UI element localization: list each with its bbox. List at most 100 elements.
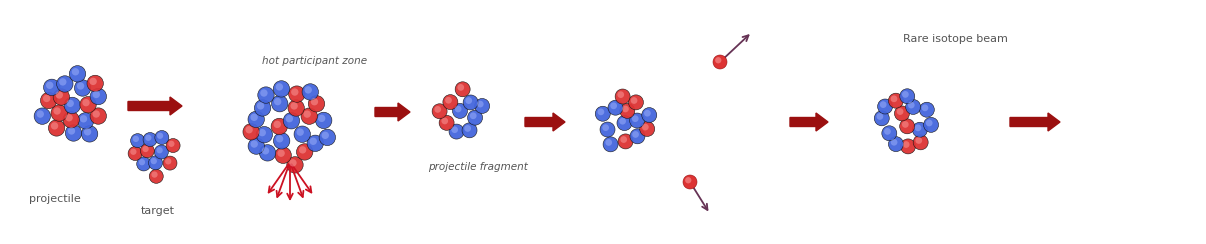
- Circle shape: [288, 86, 305, 102]
- Circle shape: [882, 126, 897, 141]
- Circle shape: [891, 95, 897, 102]
- Circle shape: [148, 156, 163, 170]
- Circle shape: [163, 156, 177, 170]
- Circle shape: [895, 106, 909, 121]
- Circle shape: [631, 97, 638, 104]
- Text: hot participant zone: hot participant zone: [262, 56, 367, 66]
- Circle shape: [63, 112, 80, 128]
- Circle shape: [310, 138, 317, 145]
- Circle shape: [277, 150, 285, 157]
- Circle shape: [274, 98, 281, 105]
- Circle shape: [908, 102, 914, 108]
- Circle shape: [644, 110, 651, 117]
- Circle shape: [93, 91, 100, 98]
- Circle shape: [884, 128, 891, 135]
- Circle shape: [274, 81, 289, 97]
- Circle shape: [77, 82, 84, 90]
- Circle shape: [251, 114, 258, 121]
- Circle shape: [602, 124, 609, 131]
- Circle shape: [140, 144, 154, 158]
- Circle shape: [297, 128, 304, 136]
- Circle shape: [900, 89, 915, 104]
- FancyArrow shape: [525, 113, 564, 131]
- Circle shape: [90, 108, 106, 124]
- Circle shape: [903, 141, 909, 148]
- Circle shape: [441, 118, 449, 124]
- Circle shape: [434, 106, 441, 113]
- Circle shape: [601, 122, 615, 137]
- Circle shape: [251, 140, 258, 148]
- Circle shape: [46, 81, 53, 89]
- Circle shape: [34, 108, 51, 124]
- Circle shape: [915, 137, 923, 144]
- Text: projectile: projectile: [29, 194, 81, 204]
- Circle shape: [53, 89, 70, 105]
- Circle shape: [608, 100, 624, 115]
- Circle shape: [90, 88, 106, 105]
- Text: Rare isotope beam: Rare isotope beam: [902, 34, 1007, 44]
- Circle shape: [906, 100, 920, 114]
- Circle shape: [262, 147, 269, 154]
- Circle shape: [145, 135, 152, 141]
- Circle shape: [144, 132, 157, 147]
- Circle shape: [617, 91, 625, 98]
- Circle shape: [921, 104, 929, 111]
- Circle shape: [457, 84, 464, 91]
- Circle shape: [69, 66, 86, 82]
- Circle shape: [43, 95, 51, 102]
- Circle shape: [274, 133, 289, 149]
- Circle shape: [466, 97, 472, 104]
- Circle shape: [53, 107, 60, 115]
- Circle shape: [77, 113, 94, 129]
- Circle shape: [603, 137, 617, 152]
- Circle shape: [66, 100, 74, 107]
- Circle shape: [65, 125, 82, 141]
- Circle shape: [65, 114, 72, 122]
- Circle shape: [51, 122, 58, 130]
- Circle shape: [302, 84, 318, 100]
- Circle shape: [320, 129, 335, 146]
- Circle shape: [64, 97, 81, 114]
- Circle shape: [452, 103, 468, 118]
- Circle shape: [245, 126, 253, 133]
- Circle shape: [475, 99, 490, 113]
- Circle shape: [55, 91, 63, 99]
- Circle shape: [130, 149, 136, 155]
- Circle shape: [257, 102, 264, 110]
- Circle shape: [622, 106, 628, 112]
- Circle shape: [619, 118, 626, 125]
- Circle shape: [130, 134, 145, 148]
- Circle shape: [597, 109, 604, 115]
- Circle shape: [642, 124, 649, 131]
- Circle shape: [620, 136, 627, 143]
- Circle shape: [439, 115, 455, 130]
- Circle shape: [80, 115, 87, 122]
- Circle shape: [154, 145, 169, 159]
- Circle shape: [289, 159, 297, 166]
- Circle shape: [902, 121, 908, 128]
- Circle shape: [926, 120, 932, 126]
- Circle shape: [924, 117, 938, 132]
- Circle shape: [150, 169, 163, 183]
- Circle shape: [89, 78, 96, 85]
- Circle shape: [455, 106, 462, 112]
- Circle shape: [259, 145, 276, 161]
- Circle shape: [275, 147, 292, 163]
- Circle shape: [596, 106, 610, 121]
- Circle shape: [43, 79, 60, 96]
- Circle shape: [57, 76, 74, 92]
- FancyArrow shape: [375, 103, 410, 121]
- Circle shape: [304, 111, 311, 118]
- Circle shape: [913, 122, 927, 137]
- Circle shape: [449, 124, 464, 139]
- Circle shape: [305, 86, 312, 94]
- Circle shape: [309, 96, 324, 112]
- Circle shape: [258, 87, 274, 103]
- Circle shape: [93, 110, 100, 118]
- Circle shape: [605, 139, 613, 146]
- Circle shape: [683, 175, 697, 189]
- Circle shape: [291, 88, 298, 96]
- Circle shape: [455, 82, 470, 97]
- Circle shape: [287, 157, 303, 173]
- Circle shape: [84, 128, 92, 135]
